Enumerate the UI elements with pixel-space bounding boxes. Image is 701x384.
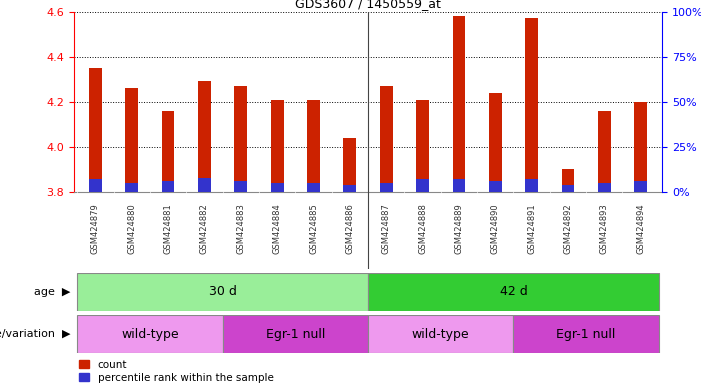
Bar (162, 111, 175, 192)
Bar (77, 273, 368, 311)
Bar (453, 179, 465, 192)
Bar (307, 99, 320, 192)
Bar (416, 99, 429, 192)
Bar (380, 86, 393, 192)
Text: GSM424893: GSM424893 (600, 204, 608, 254)
Text: GSM424888: GSM424888 (418, 204, 427, 254)
Text: 30 d: 30 d (209, 285, 236, 298)
Bar (89, 68, 102, 192)
Text: GSM424879: GSM424879 (91, 204, 100, 254)
Bar (525, 179, 538, 192)
Bar (198, 81, 211, 192)
Text: wild-type: wild-type (412, 328, 470, 341)
Bar (307, 183, 320, 192)
Legend: count, percentile rank within the sample: count, percentile rank within the sample (79, 359, 273, 382)
Bar (416, 179, 429, 192)
Bar (271, 99, 283, 192)
Bar (77, 315, 223, 353)
Bar (634, 181, 647, 192)
Bar (380, 183, 393, 192)
Bar (271, 183, 283, 192)
Text: Egr-1 null: Egr-1 null (266, 328, 325, 341)
Bar (162, 181, 175, 192)
Bar (198, 177, 211, 192)
Text: GSM424892: GSM424892 (564, 204, 573, 254)
Text: Egr-1 null: Egr-1 null (557, 328, 615, 341)
Text: GSM424884: GSM424884 (273, 204, 282, 254)
Bar (368, 273, 659, 311)
Bar (525, 18, 538, 192)
Text: genotype/variation  ▶: genotype/variation ▶ (0, 329, 70, 339)
Bar (598, 111, 611, 192)
Bar (125, 183, 138, 192)
Title: GDS3607 / 1450559_at: GDS3607 / 1450559_at (295, 0, 441, 10)
Text: age  ▶: age ▶ (34, 287, 70, 297)
Text: GSM424889: GSM424889 (454, 204, 463, 254)
Bar (562, 185, 574, 192)
Text: GSM424886: GSM424886 (346, 204, 354, 254)
Text: GSM424880: GSM424880 (128, 204, 136, 254)
Bar (453, 16, 465, 192)
Bar (489, 181, 502, 192)
Bar (234, 181, 247, 192)
Bar (223, 315, 368, 353)
Text: 42 d: 42 d (500, 285, 527, 298)
Text: GSM424883: GSM424883 (236, 204, 245, 254)
Bar (489, 93, 502, 192)
Bar (598, 183, 611, 192)
Bar (513, 315, 659, 353)
Bar (89, 179, 102, 192)
Bar (125, 88, 138, 192)
Bar (234, 86, 247, 192)
Bar (343, 138, 356, 192)
Bar (562, 169, 574, 192)
Text: GSM424885: GSM424885 (309, 204, 318, 254)
Text: wild-type: wild-type (121, 328, 179, 341)
Text: GSM424882: GSM424882 (200, 204, 209, 254)
Text: GSM424894: GSM424894 (636, 204, 645, 254)
Bar (634, 102, 647, 192)
Text: GSM424887: GSM424887 (382, 204, 390, 254)
Text: GSM424881: GSM424881 (163, 204, 172, 254)
Text: GSM424890: GSM424890 (491, 204, 500, 254)
Bar (368, 315, 513, 353)
Text: GSM424891: GSM424891 (527, 204, 536, 254)
Bar (343, 185, 356, 192)
